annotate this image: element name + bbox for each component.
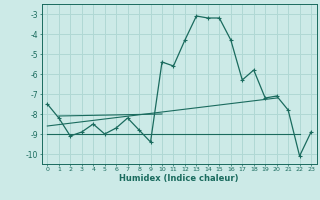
X-axis label: Humidex (Indice chaleur): Humidex (Indice chaleur): [119, 174, 239, 183]
